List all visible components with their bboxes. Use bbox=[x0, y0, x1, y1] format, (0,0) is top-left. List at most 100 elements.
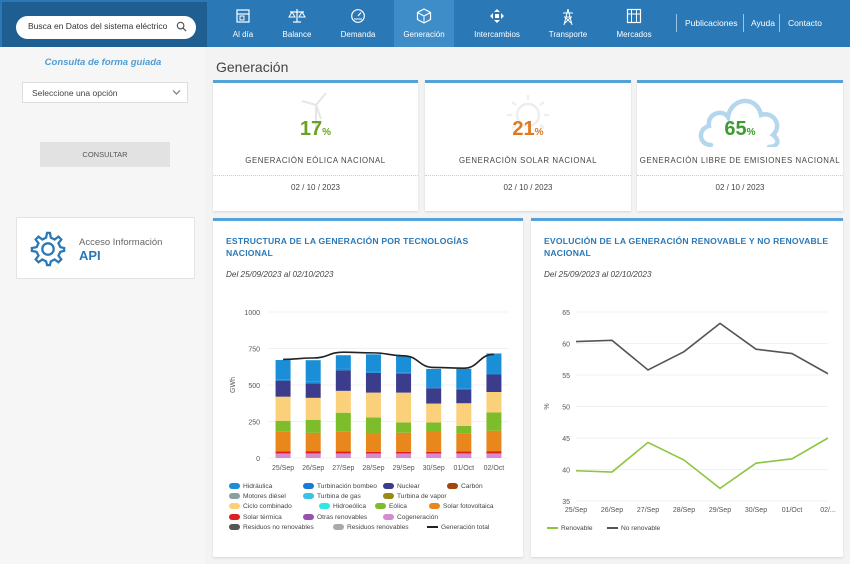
consult-button[interactable]: CONSULTAR bbox=[40, 142, 170, 167]
legend-item[interactable]: Generación total bbox=[427, 524, 489, 531]
bar-segment bbox=[456, 433, 472, 452]
bar-segment bbox=[365, 453, 381, 458]
api-access-card[interactable]: Acceso Información API bbox=[16, 217, 195, 279]
bar-segment bbox=[456, 403, 472, 426]
legend-item[interactable]: Residuos no renovables bbox=[229, 523, 314, 531]
bar-segment bbox=[456, 453, 472, 458]
nav-transporte[interactable]: Transporte bbox=[545, 0, 591, 47]
legend-item[interactable]: Carbón bbox=[447, 483, 483, 490]
link-publicaciones[interactable]: Publicaciones bbox=[685, 18, 738, 28]
legend-label: Generación total bbox=[441, 523, 490, 531]
y-tick-label: 1000 bbox=[244, 310, 260, 317]
bar-segment bbox=[305, 360, 321, 382]
bar-segment bbox=[275, 453, 291, 454]
kpi-label: GENERACIÓN EÓLICA NACIONAL bbox=[245, 156, 386, 165]
bar-segment bbox=[335, 453, 351, 454]
bar-segment bbox=[335, 370, 351, 391]
bar-segment bbox=[426, 453, 442, 458]
legend-item[interactable]: Nuclear bbox=[383, 483, 420, 490]
kpi-card-eolica: 17% GENERACIÓN EÓLICA NACIONAL 02 / 10 /… bbox=[213, 80, 418, 211]
search-icon[interactable] bbox=[176, 21, 187, 32]
legend-item[interactable]: Solar fotovoltaica bbox=[429, 503, 494, 510]
chart-date-range: Del 25/09/2023 al 02/10/2023 bbox=[544, 270, 652, 279]
legend-label: Solar fotovoltaica bbox=[443, 503, 494, 511]
x-tick-label: 30/Sep bbox=[745, 507, 767, 514]
bar-segment bbox=[365, 453, 381, 454]
link-ayuda[interactable]: Ayuda bbox=[751, 18, 775, 28]
bar-segment bbox=[396, 373, 412, 393]
legend-swatch bbox=[229, 523, 240, 530]
kpi-value: 21% bbox=[425, 118, 631, 141]
legend-item[interactable]: Hidroeólica bbox=[319, 503, 366, 510]
top-navbar: Busca en Datos del sistema eléctrico Al … bbox=[0, 0, 850, 47]
stacked-bar-chart: 0 250 500 750 1000 GWh 25/Sep 26/Sep 27/Sep 28/Se… bbox=[230, 310, 509, 472]
kpi-unit: % bbox=[322, 127, 332, 138]
legend-swatch bbox=[229, 503, 240, 510]
bar-segment bbox=[486, 430, 502, 452]
bar-segment bbox=[396, 453, 412, 458]
legend-item[interactable]: Eólica bbox=[375, 503, 407, 510]
x-tick-label: 25/Sep bbox=[272, 465, 294, 472]
sun-icon bbox=[507, 95, 549, 129]
legend-item[interactable]: Hidráulica bbox=[229, 483, 272, 490]
search-input[interactable]: Busca en Datos del sistema eléctrico bbox=[16, 16, 196, 39]
legend-swatch bbox=[229, 493, 240, 500]
link-contacto[interactable]: Contacto bbox=[788, 18, 823, 28]
search-placeholder: Busca en Datos del sistema eléctrico bbox=[28, 21, 168, 31]
bar-segment bbox=[365, 417, 381, 434]
legend-label: Motores diésel bbox=[243, 493, 286, 501]
nav-generacion[interactable]: Generación bbox=[394, 0, 454, 47]
bar-segment bbox=[426, 453, 442, 454]
y-tick-label: 40 bbox=[562, 468, 570, 475]
legend-label: Residuos renovables bbox=[347, 523, 409, 531]
wind-turbine-icon bbox=[301, 92, 327, 131]
bar-segment bbox=[365, 371, 381, 373]
nav-intercambios[interactable]: Intercambios bbox=[470, 0, 524, 47]
legend-item[interactable]: Otras renovables bbox=[303, 513, 367, 521]
bar-segment bbox=[486, 453, 502, 454]
x-tick-label: 02/Oct bbox=[484, 465, 505, 472]
series-line bbox=[575, 322, 829, 375]
legend-label: No renovable bbox=[621, 525, 661, 532]
x-tick-label: 27/Sep bbox=[637, 507, 659, 514]
bar-segment bbox=[275, 380, 291, 397]
y-tick-label: 65 bbox=[562, 310, 570, 317]
legend-label: Solar térmica bbox=[243, 513, 282, 521]
bar-segment bbox=[486, 412, 502, 431]
nav-al-dia[interactable]: Al día bbox=[225, 0, 261, 47]
api-card-title: API bbox=[79, 248, 101, 263]
bar-segment bbox=[426, 387, 442, 389]
legend-item[interactable]: Residuos renovables bbox=[333, 523, 409, 531]
legend-item[interactable]: Ciclo combinado bbox=[229, 503, 292, 510]
legend-item[interactable]: Turbina de gas bbox=[303, 493, 361, 500]
nav-demanda[interactable]: Demanda bbox=[336, 0, 380, 47]
bar-segment bbox=[426, 388, 442, 404]
nav-mercados[interactable]: Mercados bbox=[612, 0, 656, 47]
legend-item[interactable]: Turbina de vapor bbox=[383, 493, 447, 500]
legend-item[interactable]: Solar térmica bbox=[229, 513, 282, 521]
kpi-date: 02 / 10 / 2023 bbox=[291, 183, 340, 192]
y-tick-label: 35 bbox=[562, 499, 570, 506]
bar-segment bbox=[426, 368, 442, 388]
legend-item[interactable]: Motores diésel bbox=[229, 493, 286, 500]
bar-segment bbox=[275, 451, 291, 454]
x-tick-label: 28/Sep bbox=[673, 507, 695, 514]
bar-segment bbox=[305, 383, 321, 398]
legend-item[interactable]: Renovable bbox=[547, 525, 593, 532]
bar-segment bbox=[335, 390, 351, 413]
option-select[interactable]: Seleccione una opción bbox=[22, 82, 188, 103]
y-axis-label: GWh bbox=[230, 377, 237, 393]
legend-label: Turbina de vapor bbox=[397, 493, 447, 501]
kpi-value: 65% bbox=[637, 118, 843, 141]
nav-balance[interactable]: Balance bbox=[277, 0, 317, 47]
legend-item[interactable]: No renovable bbox=[607, 525, 660, 532]
bar-segment bbox=[486, 374, 502, 393]
x-tick-label: 01/Oct bbox=[454, 465, 475, 472]
cube-icon bbox=[416, 8, 432, 24]
sidebar bbox=[0, 47, 206, 564]
legend-swatch bbox=[383, 493, 394, 500]
bar-segment bbox=[365, 433, 381, 452]
legend-item[interactable]: Turbinación bombeo bbox=[303, 483, 377, 490]
legend-item[interactable]: Cogeneración bbox=[383, 513, 438, 521]
legend-label: Nuclear bbox=[397, 483, 420, 490]
